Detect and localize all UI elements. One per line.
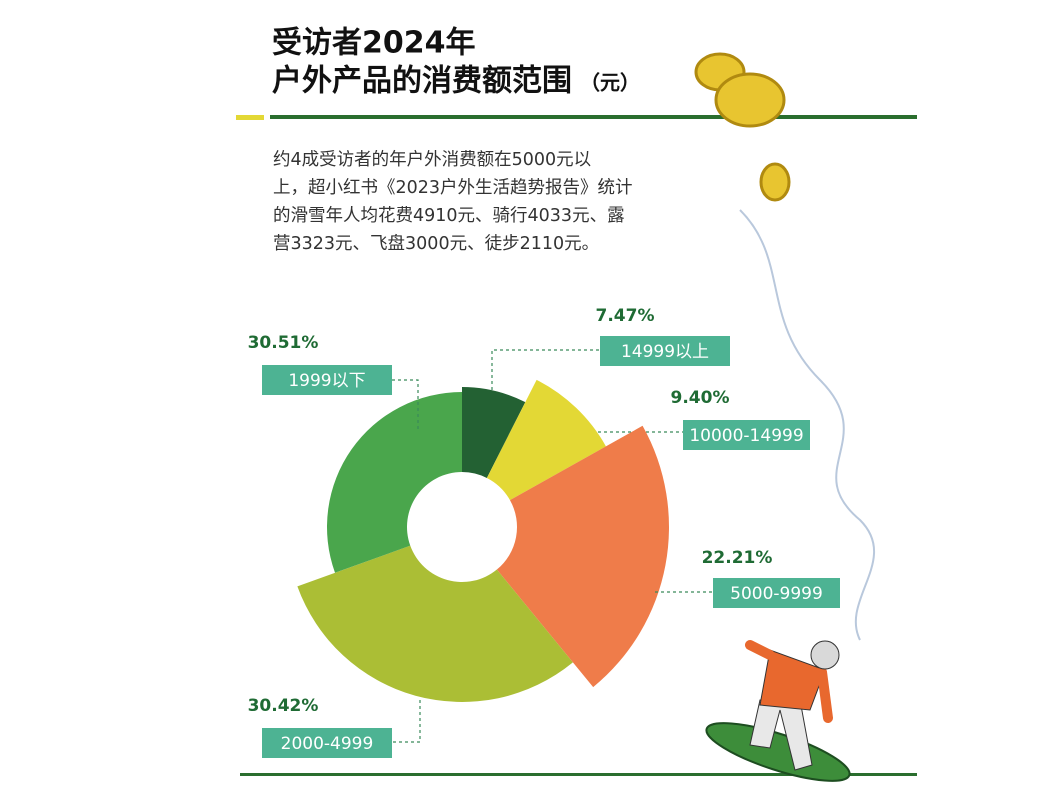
paragraph-line: 约4成受访者的年户外消费额在5000元以 (273, 150, 591, 170)
paragraph-line: 上，超小红书《2023户外生活趋势报告》统计 (273, 178, 633, 198)
rose-slice (326, 392, 462, 573)
category-box (683, 420, 810, 450)
rose-slice (496, 425, 669, 688)
category-label: 5000-9999 (730, 584, 823, 604)
category-label: 2000-4999 (281, 734, 374, 754)
leader-line (392, 379, 419, 430)
ski-trail (739, 209, 875, 641)
value-label: 30.42% (248, 696, 319, 716)
title-line: 户外产品的消费额范围 (272, 64, 572, 99)
rose-chart: 7.47% 14999以上 9.40% 10000-14999 22.21% 5000-9… (248, 306, 840, 758)
rose-slice (486, 379, 606, 501)
rule (270, 115, 917, 119)
value-label: 22.21% (702, 548, 773, 568)
category-box (262, 728, 392, 758)
paragraph-line: 营3323元、飞盘3000元、徒步2110元。 (273, 234, 599, 254)
value-label: 30.51% (248, 333, 319, 353)
category-box (262, 365, 392, 395)
value-label: 7.47% (596, 306, 655, 326)
category-label: 14999以上 (621, 342, 709, 362)
rule (240, 773, 917, 776)
leader-line (392, 700, 421, 743)
snowboarder (705, 640, 851, 782)
value-label: 9.40% (671, 388, 730, 408)
rose-slice (297, 545, 573, 702)
leader-line (491, 349, 600, 390)
accent-bar (236, 115, 264, 120)
category-label: 10000-14999 (689, 426, 803, 446)
rose-slice (462, 387, 526, 478)
category-label: 1999以下 (288, 371, 365, 391)
paragraph-line: 的滑雪年人均花费4910元、骑行4033元、露 (273, 206, 625, 226)
title-unit: （元） (580, 71, 640, 95)
coins (694, 52, 791, 202)
category-box (600, 336, 730, 366)
category-box (713, 578, 840, 608)
title-line: 受访者2024年 (272, 26, 476, 61)
